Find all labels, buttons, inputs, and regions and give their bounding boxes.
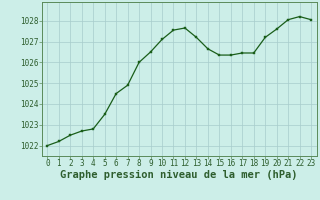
X-axis label: Graphe pression niveau de la mer (hPa): Graphe pression niveau de la mer (hPa) bbox=[60, 170, 298, 180]
